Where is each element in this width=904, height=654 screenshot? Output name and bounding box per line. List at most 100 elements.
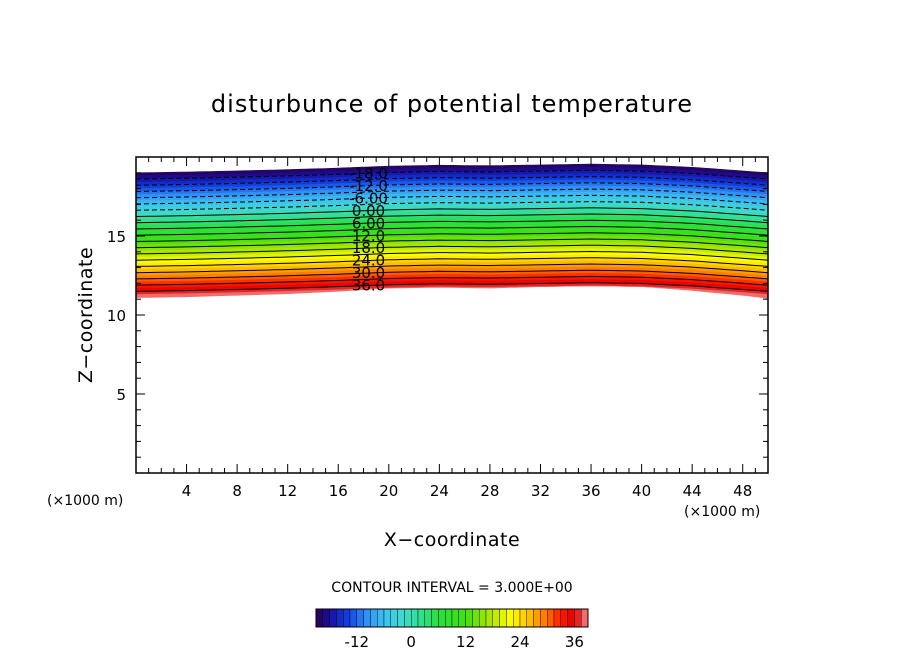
x-tick-label: 24 (430, 482, 449, 500)
contour-line (136, 269, 768, 280)
colorbar-cell (458, 608, 466, 628)
contour-label: -12.0 (349, 177, 388, 195)
colorbar-cell (431, 608, 439, 628)
x-tick-label: 4 (182, 482, 192, 500)
y-tick-label: 10 (107, 307, 126, 325)
colorbar-cell (472, 608, 480, 628)
x-tick-label: 36 (581, 482, 600, 500)
contour-interval-label: CONTOUR INTERVAL = 3.000E+00 (331, 580, 572, 596)
contour-line (136, 213, 768, 224)
colorbar-tick-label: -12 (345, 633, 370, 651)
colorbar-cell (383, 608, 392, 628)
y-tick-label: 15 (107, 228, 126, 246)
contour-line (136, 244, 768, 255)
x-axis-label: X−coordinate (384, 529, 520, 551)
contour-label: 36.0 (352, 277, 385, 295)
chart-title: disturbunce of potential temperature (211, 90, 693, 118)
y-axis-ticks: 5 10 15 (107, 172, 768, 458)
colorbar-tick-label: 0 (406, 633, 416, 651)
colorbar-cell (506, 608, 514, 628)
colorbar-cell (377, 608, 385, 628)
colorbar-cell (533, 608, 541, 628)
x-right-unit-label: (×1000 m) (684, 504, 760, 520)
contour-line (136, 219, 768, 230)
contour-line (136, 275, 768, 286)
colorbar (315, 608, 589, 628)
contour-label: 30.0 (352, 264, 385, 282)
contour-line (136, 282, 768, 292)
colorbar-cell (411, 608, 419, 628)
colorbar-cell (322, 608, 330, 628)
contour-line (136, 169, 768, 180)
x-left-unit-label: (×1000 m) (47, 493, 123, 509)
colorbar-cell (567, 608, 575, 628)
y-tick-label: 5 (116, 386, 126, 404)
colorbar-tick-label: 12 (456, 633, 475, 651)
colorbar-cell (451, 608, 460, 628)
colorbar-cell (465, 608, 473, 628)
colorbar-cell (390, 608, 398, 628)
x-tick-label: 20 (379, 482, 398, 500)
contour-label: -18.0 (349, 164, 388, 182)
colorbar-cell (499, 608, 507, 628)
contour-line (136, 225, 768, 236)
colorbar-cell (356, 608, 364, 628)
colorbar-ticks: -12 0 12 24 36 (345, 633, 584, 651)
colorbar-cell (417, 608, 426, 628)
colorbar-cell (581, 608, 589, 628)
colorbar-cell (424, 608, 432, 628)
contour-line (136, 176, 768, 186)
x-tick-label: 8 (232, 482, 242, 500)
y-axis-label: Z−coordinate (75, 247, 97, 383)
colorbar-cell (540, 608, 548, 628)
colorbar-cell (519, 608, 528, 628)
contour-label: -6.00 (349, 189, 388, 207)
colorbar-cell (363, 608, 371, 628)
contour-line (136, 250, 768, 261)
colorbar-cell (479, 608, 487, 628)
x-axis-ticks: 4 8 12 16 20 24 28 32 36 40 44 48 (148, 157, 756, 500)
contour-line (136, 257, 768, 267)
colorbar-cell (574, 608, 582, 628)
colorbar-cell (349, 608, 358, 628)
colorbar-cell (370, 608, 378, 628)
colorbar-cell (315, 608, 324, 628)
contour-labels: -18.0-12.0-6.000.006.0012.018.024.030.03… (349, 164, 388, 295)
colorbar-cell (445, 608, 453, 628)
contour-label: 6.00 (352, 214, 385, 232)
x-tick-label: 12 (278, 482, 297, 500)
colorbar-cell (404, 608, 412, 628)
contour-line (136, 263, 768, 274)
colorbar-cell (560, 608, 568, 628)
colorbar-cell (513, 608, 521, 628)
colorbar-frame (315, 608, 589, 628)
colorbar-tick-label: 36 (565, 633, 584, 651)
contour-lines (136, 169, 768, 292)
colorbar-cell (438, 608, 446, 628)
contour-line (136, 207, 768, 217)
contour-line (136, 182, 768, 192)
contour-label: 18.0 (352, 239, 385, 257)
contour-line (136, 238, 768, 249)
contour-label: 0.00 (352, 202, 385, 220)
contour-line (136, 188, 768, 199)
contour-label: 24.0 (352, 252, 385, 270)
contour-line (136, 232, 768, 242)
contour-label: 12.0 (352, 227, 385, 245)
x-tick-label: 44 (683, 482, 702, 500)
colorbar-cell (492, 608, 500, 628)
x-tick-label: 40 (632, 482, 651, 500)
colorbar-cell (336, 608, 344, 628)
x-tick-label: 28 (480, 482, 499, 500)
contour-line (136, 201, 768, 211)
colorbar-cell (397, 608, 405, 628)
contour-line (136, 194, 768, 205)
colorbar-cell (526, 608, 534, 628)
contour-band (136, 285, 768, 299)
x-tick-label: 16 (329, 482, 348, 500)
x-tick-label: 48 (733, 482, 752, 500)
colorbar-cell (553, 608, 562, 628)
colorbar-tick-label: 24 (510, 633, 529, 651)
colorbar-cell (329, 608, 337, 628)
